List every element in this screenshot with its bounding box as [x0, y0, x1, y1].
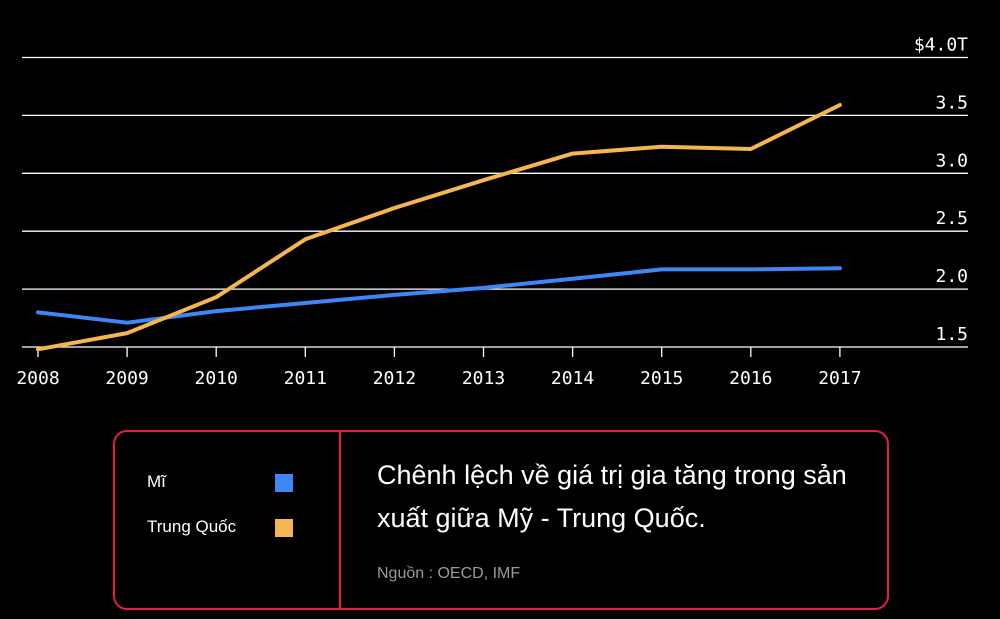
x-tick-label: 2012: [373, 368, 416, 389]
line-chart: $4.0T 3.5 3.0 2.5 2.0 1.5 2008 2009 2010 2011 2012…: [16, 35, 968, 390]
legend-swatch-china: [275, 519, 293, 537]
x-tick-label: 2010: [195, 368, 238, 389]
x-tick-label: 2017: [818, 368, 861, 389]
series-line-us: [36, 266, 842, 325]
legend-label-us: Mĩ: [147, 472, 166, 491]
y-tick-label: $4.0T: [914, 35, 968, 56]
legend-divider: [339, 432, 341, 608]
caption-source: Nguồn : OECD, IMF: [377, 565, 521, 582]
y-tick-label: 2.0: [935, 266, 968, 287]
x-tick-label: 2008: [16, 368, 59, 389]
y-tick-label: 3.0: [935, 150, 968, 171]
x-tick-label: 2013: [462, 368, 505, 389]
x-tick-label: 2016: [729, 368, 772, 389]
y-tick-label: 2.5: [935, 208, 968, 229]
legend-swatch-us: [275, 474, 293, 492]
x-tick-label: 2014: [551, 368, 594, 389]
legend-caption-box: Mĩ Trung Quốc Chênh lệch về giá trị gia …: [113, 430, 889, 610]
caption-title: Chênh lệch về giá trị gia tăng trong sản…: [377, 460, 847, 533]
y-tick-label: 1.5: [935, 324, 968, 345]
y-tick-label: 3.5: [935, 92, 968, 113]
x-tick-label: 2015: [640, 368, 683, 389]
x-tick-label: 2009: [105, 368, 148, 389]
legend-label-china: Trung Quốc: [147, 517, 237, 536]
x-tick-label: 2011: [284, 368, 327, 389]
series-line-china: [36, 103, 842, 352]
